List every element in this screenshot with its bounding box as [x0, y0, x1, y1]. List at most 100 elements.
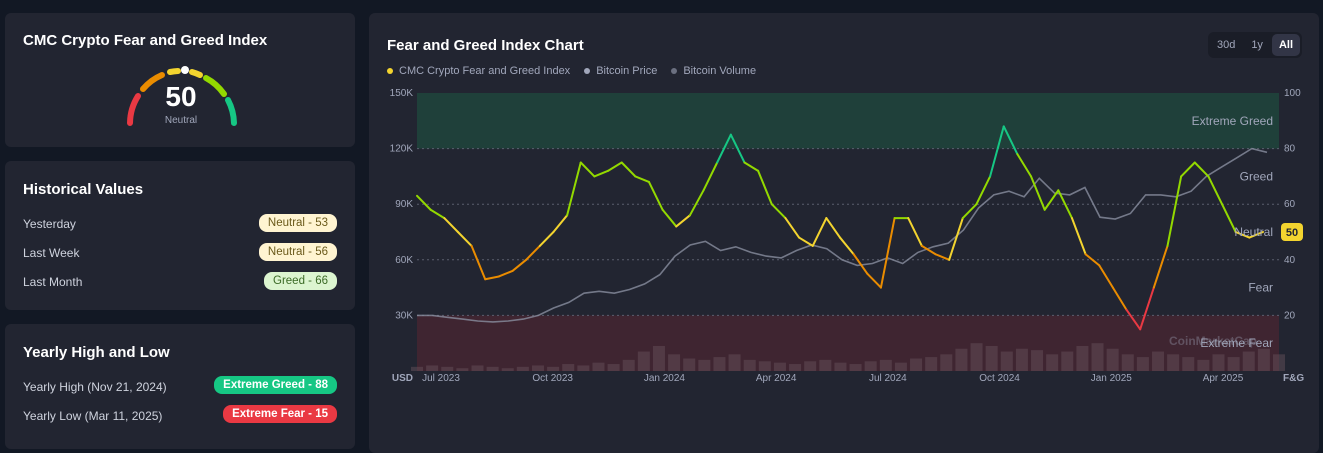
- volume-bar: [1152, 351, 1165, 371]
- volume-bar: [985, 345, 998, 371]
- volume-bar: [1227, 357, 1240, 371]
- historical-title: Historical Values: [23, 181, 144, 198]
- yearly-high-label: Yearly High (Nov 21, 2024): [23, 380, 167, 394]
- volume-bar: [562, 364, 575, 371]
- volume-bar: [622, 359, 635, 371]
- legend-dot-icon: [387, 68, 393, 74]
- fear-greed-chart: 150K 120K 90K 60K 30K USD 100 80 60 40 20 F&G Jul 20…: [390, 88, 1305, 384]
- zone-label: Fear: [1248, 281, 1273, 295]
- usd-axis-label: USD: [392, 373, 413, 384]
- fear-greed-line-segment: [1139, 286, 1155, 331]
- y-tick-usd: 90K: [395, 199, 413, 210]
- fear-greed-line-segment: [1043, 189, 1060, 211]
- fear-greed-line-segment: [416, 194, 432, 211]
- volume-bar: [698, 359, 711, 371]
- y-tick-usd: 120K: [390, 144, 414, 155]
- volume-bar: [501, 368, 514, 371]
- bitcoin-price-line: [417, 147, 1268, 323]
- y-tick-fg: 20: [1284, 310, 1296, 321]
- volume-bar: [1031, 350, 1044, 371]
- volume-bar: [864, 361, 877, 371]
- volume-bar: [1000, 351, 1013, 371]
- range-30d-button[interactable]: 30d: [1216, 39, 1236, 51]
- legend-label: CMC Crypto Fear and Greed Index: [399, 65, 571, 77]
- fear-greed-line-segment: [1125, 308, 1142, 331]
- range-1y-button[interactable]: 1y: [1251, 39, 1263, 51]
- volume-bar: [577, 365, 590, 371]
- volume-bar: [531, 365, 544, 371]
- fear-greed-line-segment: [702, 161, 719, 192]
- volume-bar: [1076, 345, 1089, 371]
- zone-label: Neutral: [1234, 225, 1273, 239]
- legend-dot-icon: [584, 68, 591, 74]
- volume-bar: [607, 364, 620, 371]
- fear-greed-line-segment: [757, 169, 773, 206]
- fear-greed-line-segment: [511, 258, 528, 272]
- volume-bar: [728, 354, 741, 371]
- y-tick-fg: 100: [1284, 88, 1301, 99]
- fear-greed-line-segment: [552, 214, 569, 233]
- fear-greed-line-segment: [1207, 175, 1224, 206]
- fear-greed-line-segment: [1180, 161, 1196, 178]
- legend-bitcoin-volume[interactable]: Bitcoin Volume: [671, 65, 756, 77]
- volume-bar: [925, 357, 938, 371]
- fear-greed-line-segment: [1030, 175, 1046, 211]
- yearly-low-label: Yearly Low (Mar 11, 2025): [23, 409, 163, 423]
- fear-greed-line-segment: [1152, 244, 1169, 289]
- historical-badge-last-month: Greed - 66: [264, 272, 337, 290]
- fear-greed-line-segment: [443, 217, 459, 233]
- yearly-high-low-card: Yearly High and Low Yearly High (Nov 21,…: [5, 324, 355, 449]
- volume-bar: [471, 365, 484, 371]
- volume-bar: [819, 359, 832, 371]
- x-tick: Jan 2025: [1091, 373, 1133, 384]
- historical-label-last-month: Last Month: [23, 275, 83, 289]
- fg-axis-label: F&G: [1283, 373, 1304, 384]
- fear-greed-line-segment: [593, 169, 610, 178]
- x-tick: Oct 2023: [532, 373, 573, 384]
- volume-bar: [1121, 354, 1134, 371]
- legend-label: Bitcoin Price: [596, 65, 658, 77]
- volume-bar: [743, 359, 756, 371]
- fear-greed-line-segment: [675, 214, 691, 228]
- time-range-selector: 30d 1y All: [1207, 32, 1302, 58]
- fear-greed-line-segment: [920, 244, 937, 256]
- historical-badge-last-week: Neutral - 56: [258, 243, 337, 261]
- volume-bar: [683, 358, 696, 371]
- zone-label: Extreme Fear: [1200, 336, 1273, 350]
- historical-label-last-week: Last Week: [23, 246, 80, 260]
- range-all-button[interactable]: All: [1271, 34, 1300, 56]
- volume-bar: [637, 351, 650, 371]
- fear-greed-line-segment: [770, 203, 787, 220]
- fear-greed-line-segment: [907, 217, 923, 247]
- fear-greed-line-segment: [1016, 153, 1033, 178]
- historical-values-card: Historical Values Yesterday Neutral - 53…: [5, 161, 355, 310]
- volume-bar: [668, 354, 681, 371]
- yearly-low-badge: Extreme Fear - 15: [223, 405, 337, 423]
- gauge-value: 50: [165, 81, 197, 112]
- fear-greed-line-segment: [716, 133, 732, 164]
- fear-greed-line-segment: [429, 208, 446, 220]
- fear-greed-line-segment: [1248, 231, 1264, 239]
- extreme-greed-zone: [417, 93, 1279, 149]
- legend-bitcoin-price[interactable]: Bitcoin Price: [584, 65, 657, 77]
- fear-greed-line-segment: [497, 269, 514, 278]
- fear-greed-line-segment: [579, 161, 596, 178]
- volume-bar: [516, 366, 529, 371]
- volume-bar: [652, 345, 665, 371]
- volume-bar: [1167, 354, 1180, 371]
- y-tick-fg: 80: [1284, 144, 1296, 155]
- fear-greed-line-segment: [1234, 231, 1251, 239]
- fear-greed-line-segment: [1084, 253, 1101, 267]
- volume-bar: [789, 364, 802, 371]
- legend-fear-greed[interactable]: CMC Crypto Fear and Greed Index: [387, 65, 570, 77]
- coinmarketcap-watermark: CoinMarketCap: [1169, 334, 1257, 348]
- fear-greed-chart-card: 150K 120K 90K 60K 30K USD 100 80 60 40 20 F&G Jul 20…: [369, 13, 1319, 453]
- volume-bar: [1197, 359, 1210, 371]
- fear-greed-line-segment: [484, 275, 500, 281]
- volume-bar: [547, 366, 560, 371]
- volume-bar: [1242, 351, 1255, 371]
- current-value-text: 50: [1286, 227, 1298, 239]
- extreme-fear-zone: [417, 315, 1279, 371]
- fear-greed-line-segment: [1002, 125, 1019, 156]
- fear-greed-line-segment: [934, 253, 951, 261]
